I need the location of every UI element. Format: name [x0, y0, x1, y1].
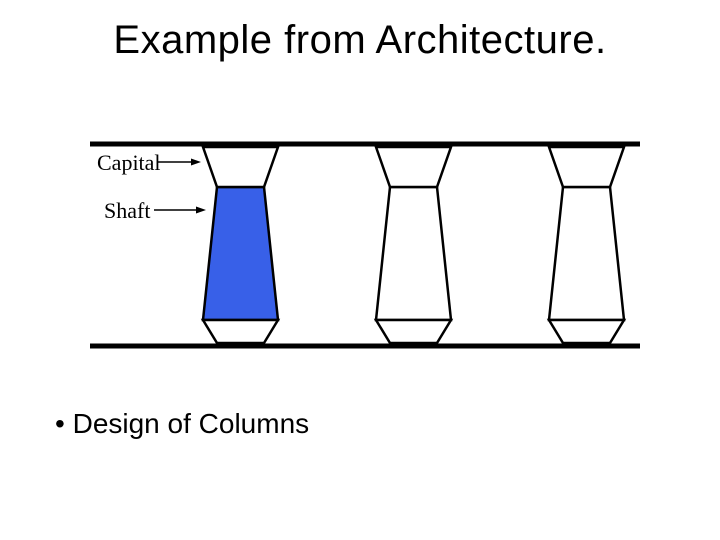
slide: Example from Architecture. Capital Shaft… [0, 0, 720, 540]
capital-label: Capital [97, 150, 161, 176]
shaft-label: Shaft [104, 198, 150, 224]
bullet-design-of-columns: Design of Columns [55, 408, 309, 440]
columns-diagram [0, 0, 720, 540]
